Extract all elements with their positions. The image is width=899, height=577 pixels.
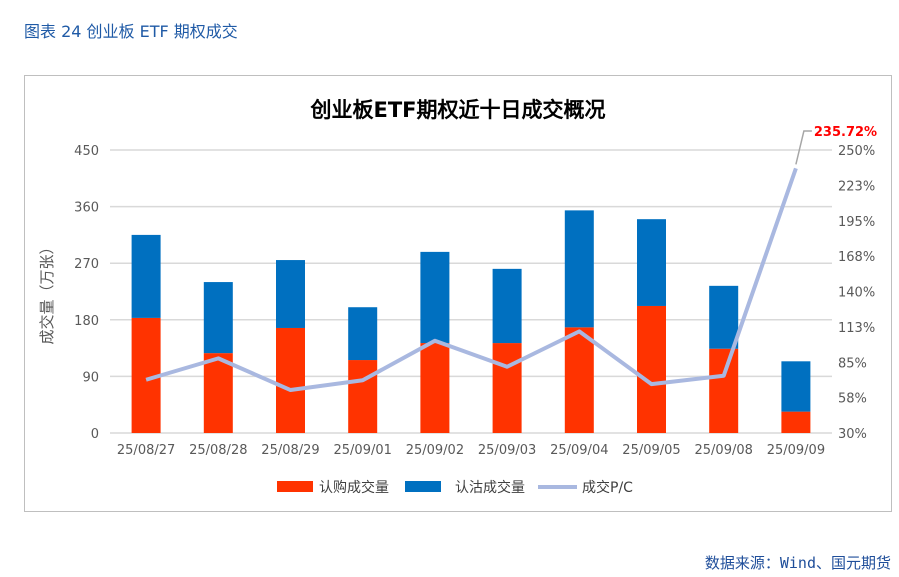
figure-title: 图表 24 创业板 ETF 期权成交 [24,22,238,41]
call-volume-bar [348,360,378,433]
x-tick-label: 25/08/27 [117,443,175,458]
chart-title: 创业板ETF期权近十日成交概况 [309,98,605,122]
pc-ratio-line [145,167,798,393]
y-axis-label: 成交量（万张） [38,239,56,344]
legend-label-call: 认购成交量 [319,479,389,496]
y2-tick-label: 168% [838,250,875,265]
legend-label-put: 认沽成交量 [455,479,525,496]
put-volume-bar [276,260,305,328]
call-volume-bar [564,327,594,433]
y2-tick-label: 223% [838,179,875,194]
put-volume-bar [420,251,450,344]
y-tick-label: 0 [91,427,99,442]
put-volume-bar [348,307,378,361]
y2-tick-label: 58% [838,392,867,407]
y2-tick-label: 85% [838,356,867,371]
y-tick-label: 360 [74,201,99,216]
y-tick-label: 270 [74,257,99,272]
x-tick-label: 25/09/02 [406,443,464,458]
x-tick-label: 25/09/08 [695,443,753,458]
x-tick-label: 25/09/01 [334,443,392,458]
legend-label-pc: 成交P/C [582,479,633,496]
y-tick-label: 90 [82,370,99,385]
put-volume-bar [637,219,666,306]
call-volume-bar [203,353,233,433]
put-volume-bar [709,285,739,349]
x-tick-label: 25/09/03 [478,443,536,458]
x-tick-label: 25/09/05 [622,443,680,458]
call-volume-bar [492,343,522,433]
legend-swatch-call [277,481,313,492]
annotation-leader [795,130,812,165]
put-volume-bar [131,234,161,318]
call-volume-bar [276,327,305,433]
call-volume-bar [781,411,811,433]
x-tick-label: 25/09/04 [550,443,608,458]
put-volume-bar [564,210,594,328]
y-tick-label: 450 [74,144,99,159]
y2-tick-label: 250% [838,144,875,159]
x-tick-label: 25/09/09 [767,443,825,458]
annotation-label: 235.72% [814,125,877,140]
call-volume-bar [709,348,739,433]
x-tick-label: 25/08/28 [189,443,247,458]
y2-tick-label: 195% [838,215,875,230]
y-tick-label: 180 [74,314,99,329]
x-tick-label: 25/08/29 [261,443,319,458]
call-volume-bar [637,305,666,433]
put-volume-bar [203,282,233,354]
call-volume-bar [420,343,450,433]
y2-tick-label: 30% [838,427,867,442]
chart-frame [24,75,892,512]
y2-tick-label: 113% [838,321,875,336]
y2-tick-label: 140% [838,286,875,301]
put-volume-bar [781,361,811,412]
legend-swatch-put [405,481,441,492]
put-volume-bar [492,268,522,344]
source-note: 数据来源：Wind、国元期货 [704,554,891,572]
